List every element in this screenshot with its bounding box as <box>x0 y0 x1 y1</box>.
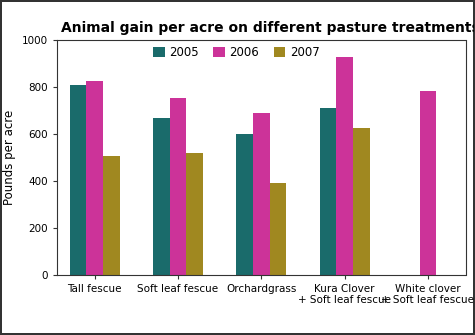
Bar <box>320 108 336 275</box>
Bar <box>69 85 86 275</box>
Bar <box>103 156 120 275</box>
Bar <box>419 90 437 275</box>
Bar <box>236 134 253 275</box>
Legend: 2005, 2006, 2007: 2005, 2006, 2007 <box>153 46 320 59</box>
Bar <box>336 57 353 275</box>
Y-axis label: Pounds per acre: Pounds per acre <box>3 110 16 205</box>
Bar <box>353 128 370 275</box>
Bar <box>253 113 270 275</box>
Bar <box>170 97 186 275</box>
Bar <box>86 81 103 275</box>
Bar <box>186 153 203 275</box>
Bar <box>153 118 170 275</box>
Text: Animal gain per acre on different pasture treatments, 2005-2007: Animal gain per acre on different pastur… <box>61 21 475 35</box>
Bar <box>270 183 286 275</box>
